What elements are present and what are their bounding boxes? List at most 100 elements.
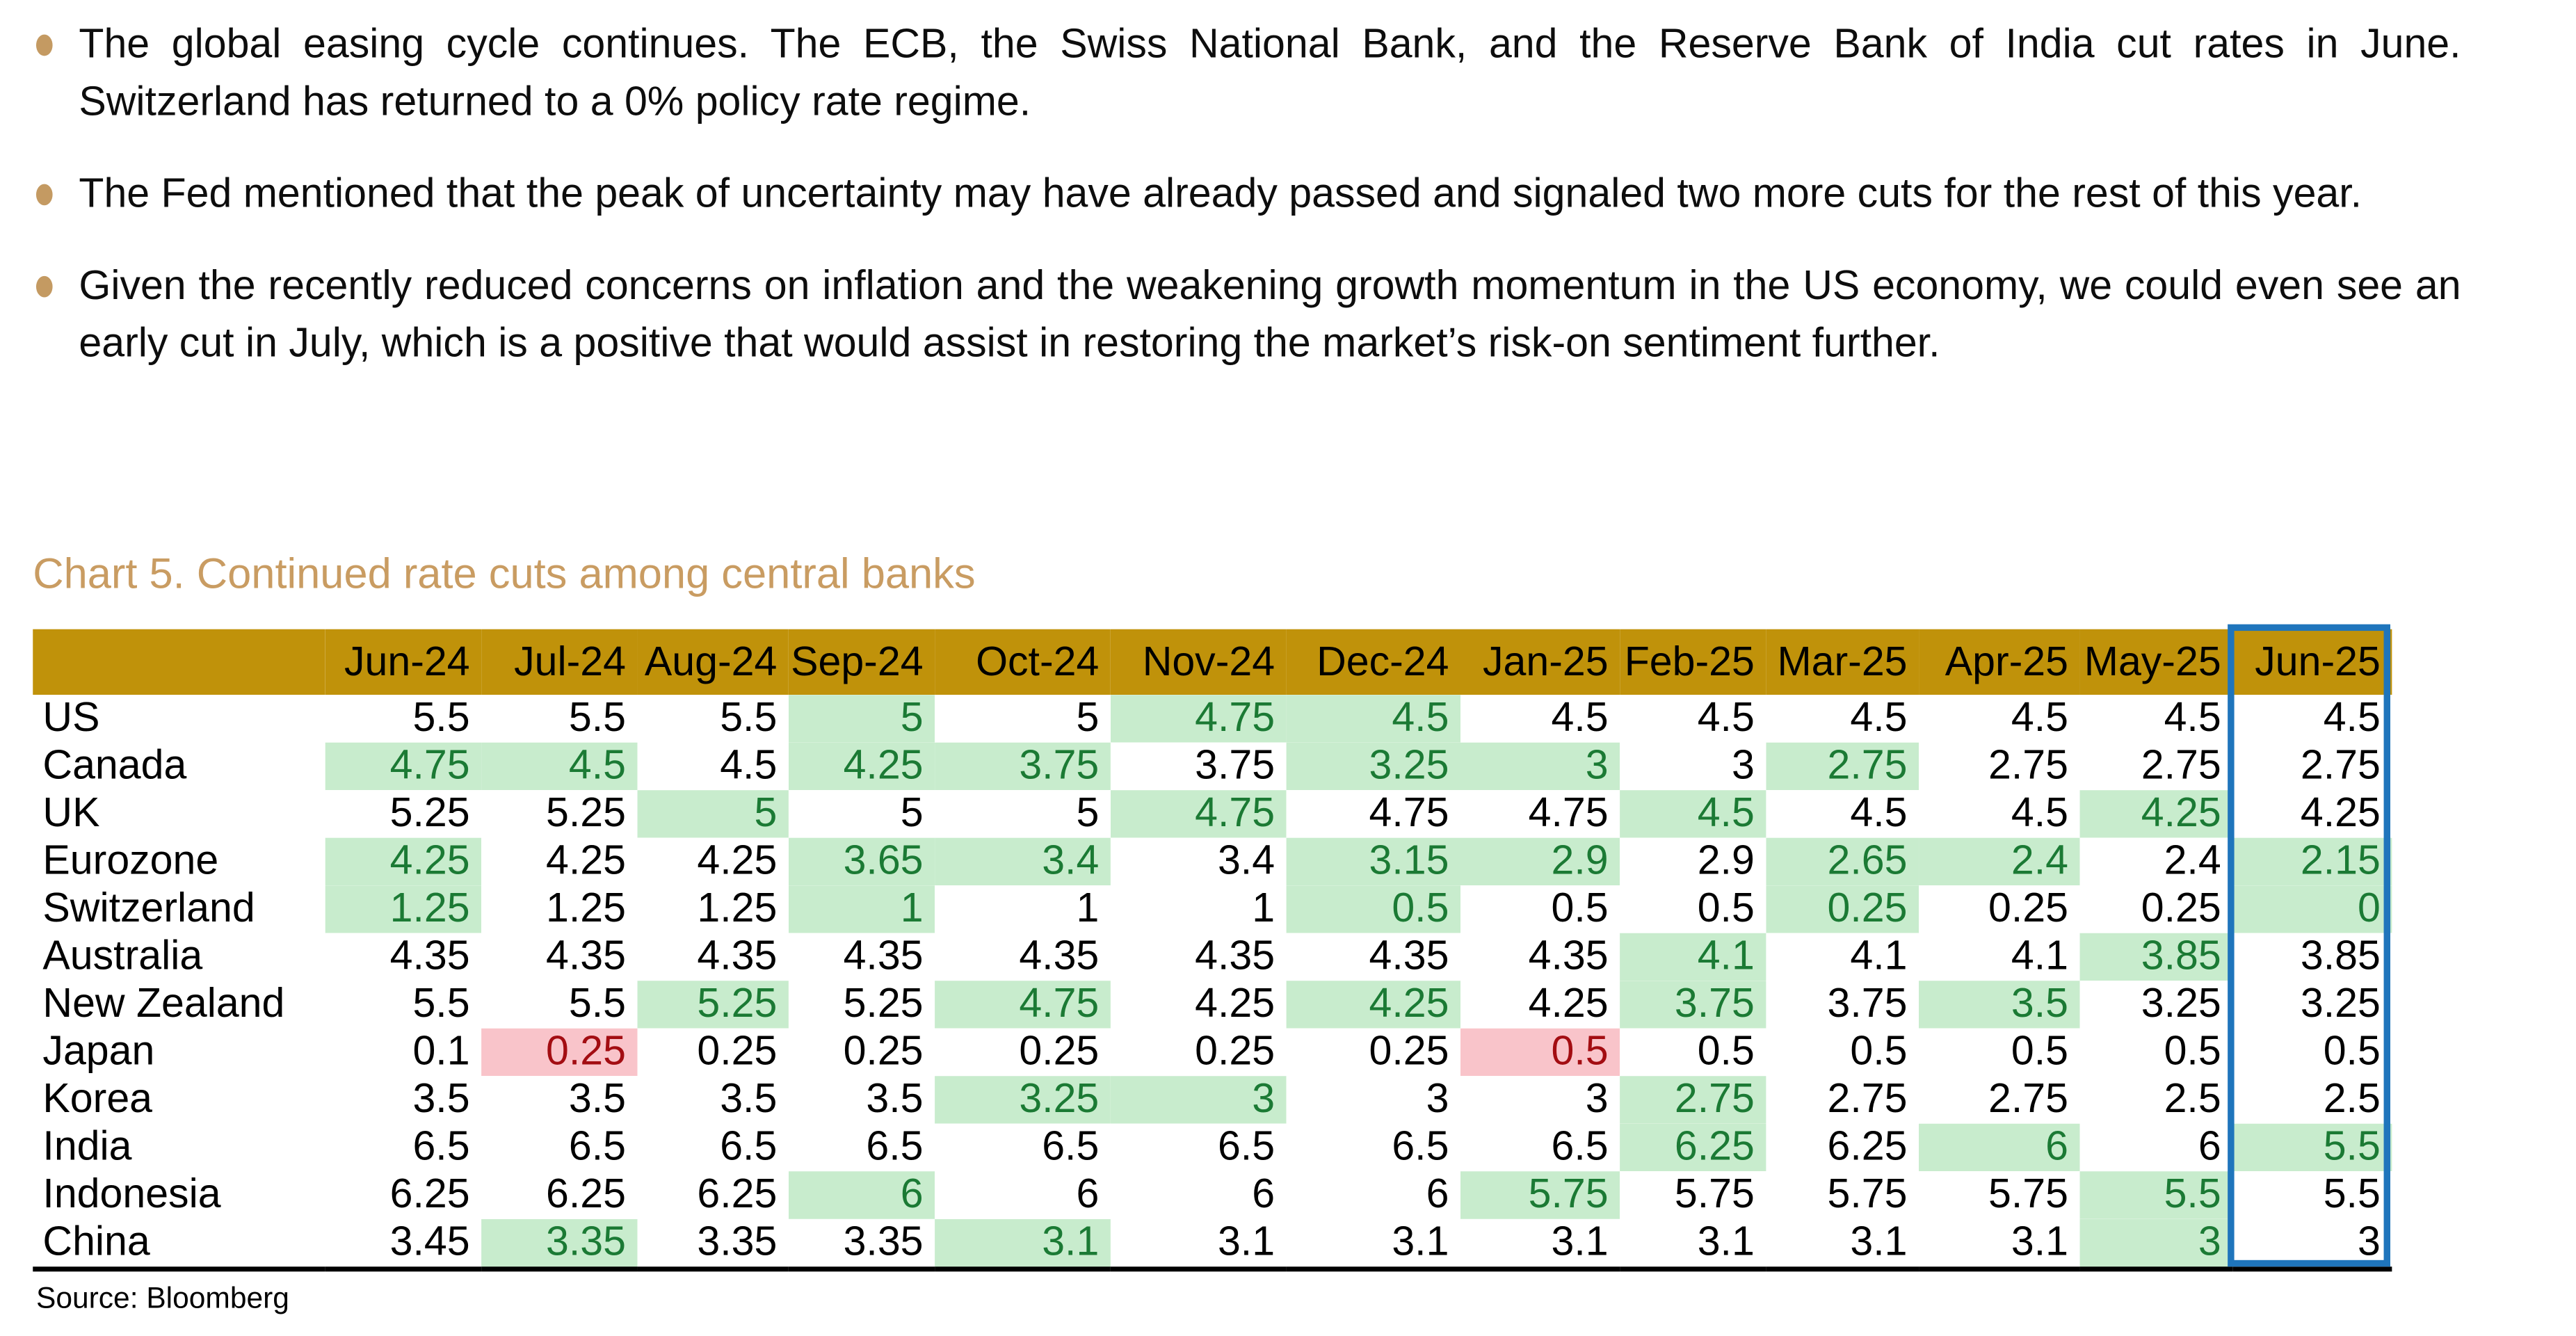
rate-cell: 3.4	[935, 837, 1111, 886]
bullet-item: The Fed mentioned that the peak of uncer…	[33, 166, 2461, 224]
rate-cell: 4.25	[2300, 790, 2381, 837]
country-label: UK	[42, 790, 100, 837]
rate-cell: 3.15	[1286, 837, 1460, 886]
rate-cell: 3	[1426, 1076, 1449, 1122]
rate-cell: 4.25	[1286, 981, 1460, 1029]
table-row: Japan 0.1 0.25 0.25 0.25 0.25 0.25 0.25 0.5 0.5 0.…	[33, 1028, 2392, 1077]
rate-cell: 3.1	[1850, 1218, 1908, 1265]
rate-cell: 0.5	[1286, 885, 1460, 933]
bullet-text: Given the recently reduced concerns on i…	[79, 262, 2461, 367]
rate-cell: 3.25	[1286, 742, 1460, 791]
rate-cell: 3	[2079, 1218, 2233, 1269]
rate-cell: 6.25	[389, 1171, 470, 1218]
bullet-item: Given the recently reduced concerns on i…	[33, 258, 2461, 373]
month-column-header: Sep-24	[788, 629, 935, 695]
country-label: Indonesia	[42, 1171, 221, 1218]
rate-cell: 6	[1919, 1123, 2080, 1172]
rate-cell: 3.85	[2079, 933, 2233, 981]
chart-title: Chart 5. Continued rate cuts among centr…	[33, 548, 976, 598]
rate-cell: 2.75	[1988, 742, 2069, 789]
rate-cell: 4.5	[1850, 695, 1908, 741]
bullet-list: The global easing cycle continues. The E…	[33, 17, 2461, 408]
rate-cell: 4.75	[325, 742, 482, 791]
table-body: US 5.5 5.5 5.5 5 5 4.75 4.5 4.5 4.5 4.5 4.5 4.5 4.5 Ca…	[33, 695, 2392, 1269]
rate-cell: 5.5	[2079, 1171, 2233, 1219]
rate-cell: 4.75	[935, 981, 1111, 1029]
rate-cell: 3.5	[412, 1076, 470, 1122]
rate-cell: 1	[1252, 885, 1275, 932]
rate-cell: 6.5	[412, 1123, 470, 1170]
table-header-row: Jun-24 Jul-24 Aug-24 Sep-24 Oct-24 Nov-24 Dec-…	[33, 629, 2392, 695]
rate-cell: 6.25	[697, 1171, 778, 1218]
rate-cell: 6.5	[720, 1123, 778, 1170]
rate-cell: 0.25	[1019, 1028, 1100, 1075]
rate-cell: 6.5	[1551, 1123, 1609, 1170]
month-column-header: Aug-24	[637, 629, 789, 695]
rate-cell: 3.45	[389, 1218, 470, 1265]
rate-cell: 6.5	[866, 1123, 924, 1170]
rate-cell: 4.1	[1620, 933, 1766, 981]
rate-cell: 6.25	[546, 1171, 626, 1218]
rate-cell: 0.5	[1460, 1028, 1620, 1077]
rate-cell: 2.4	[1919, 837, 2080, 886]
rate-cell: 5.5	[412, 981, 470, 1027]
rate-cell: 4.5	[1286, 695, 1460, 743]
rate-cell: 3.75	[1827, 981, 1908, 1027]
rate-cell: 3.25	[2300, 981, 2381, 1027]
table-row: Korea 3.5 3.5 3.5 3.5 3.25 3 3 3 2.75 2.75 2.75 2.5 2…	[33, 1076, 2392, 1124]
rate-cell: 4.35	[1195, 933, 1275, 979]
rate-cell: 0.25	[1766, 885, 1919, 933]
rate-cell: 0.25	[843, 1028, 924, 1075]
rate-cell: 2.75	[2300, 742, 2381, 789]
table-row: UK 5.25 5.25 5 5 5 4.75 4.75 4.75 4.5 4.5 4.5 4.25 4.…	[33, 790, 2392, 838]
rate-cell: 0.25	[481, 1028, 638, 1077]
rate-cell: 2.5	[2323, 1076, 2381, 1122]
rate-cell: 2.15	[2232, 837, 2392, 886]
rate-cell: 0.25	[1988, 885, 2069, 932]
rate-cell: 3.25	[935, 1076, 1111, 1124]
rate-cell: 0.5	[1850, 1028, 1908, 1075]
rate-cell: 4.25	[788, 742, 935, 791]
rate-cell: 3.25	[2141, 981, 2221, 1027]
rate-cell: 4.25	[546, 837, 626, 884]
month-column-header: Feb-25	[1620, 629, 1766, 695]
rate-cell: 4.5	[2011, 790, 2069, 837]
rate-cell: 5.5	[720, 695, 778, 741]
rate-cell: 3.1	[935, 1218, 1111, 1269]
rate-cell: 4.75	[1110, 790, 1287, 838]
rate-cell: 6.5	[1217, 1123, 1275, 1170]
rate-cell: 4.75	[1369, 790, 1449, 837]
rate-cell: 2.75	[1766, 742, 1919, 791]
country-label: Switzerland	[42, 885, 255, 932]
month-column-header: Oct-24	[935, 629, 1111, 695]
country-label: Eurozone	[42, 837, 219, 884]
rate-cell: 4.35	[1019, 933, 1100, 979]
rate-cell: 4.25	[325, 837, 482, 886]
rate-cell: 4.35	[389, 933, 470, 979]
rate-cell: 3.35	[697, 1218, 778, 1265]
bullet-text: The Fed mentioned that the peak of uncer…	[79, 170, 2362, 217]
month-column-header: Apr-25	[1919, 629, 2080, 695]
rate-cell: 4.5	[720, 742, 778, 789]
rate-cell: 1	[788, 885, 935, 933]
month-column-header: Jan-25	[1460, 629, 1620, 695]
rate-cell: 4.35	[843, 933, 924, 979]
rate-cell: 3.75	[935, 742, 1111, 791]
rate-cell: 3.35	[481, 1218, 638, 1269]
rate-cell: 4.1	[2011, 933, 2069, 979]
rate-cell: 5.5	[412, 695, 470, 741]
rate-cell: 5	[1076, 695, 1100, 741]
rate-cell: 2.9	[1697, 837, 1755, 884]
rate-cell: 4.25	[2079, 790, 2233, 838]
rate-cell: 4.75	[1110, 695, 1287, 743]
rate-cell: 2.75	[1827, 1076, 1908, 1122]
country-label: India	[42, 1123, 132, 1170]
rate-cell: 2.75	[1620, 1076, 1766, 1124]
rate-cell: 4.5	[1850, 790, 1908, 837]
rate-cell: 6.25	[1620, 1123, 1766, 1172]
rate-cell: 5.25	[546, 790, 626, 837]
rate-cell: 5.5	[2232, 1123, 2392, 1172]
bullet-dot-icon	[35, 184, 53, 206]
rate-cell: 3	[1731, 742, 1755, 789]
rate-cell: 3.85	[2300, 933, 2381, 979]
